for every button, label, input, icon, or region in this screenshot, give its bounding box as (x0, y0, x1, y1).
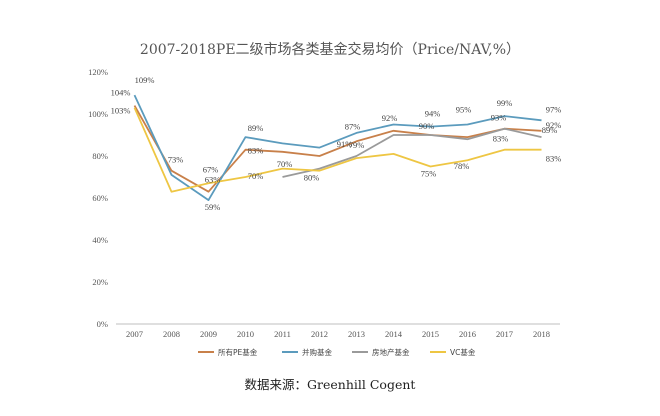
x-tick-label: 2018 (533, 329, 550, 339)
data-label: 63% (205, 175, 221, 185)
data-label: 95% (456, 105, 472, 115)
data-label: 92% (382, 113, 398, 123)
legend-entry: 房地产基金 (372, 347, 410, 357)
data-label: 59% (205, 202, 221, 212)
y-tick-label: 20% (92, 277, 108, 287)
data-labels: 109% 103% 104% 73% 67%63% 59% 89% 83% 70% 70% 80% 9… (111, 75, 562, 212)
data-label: 93% (491, 113, 507, 123)
y-tick-label: 100% (88, 109, 108, 119)
data-label: 92% (546, 120, 562, 130)
data-label: 89% (542, 125, 558, 135)
chart-axes: 0% 20% 40% 60% 80% 100% 120% 2007 2008 2009 2010 20… (88, 67, 560, 339)
series-line-2 (282, 127, 542, 178)
data-label: 94% (425, 109, 441, 119)
x-tick-label: 2017 (496, 329, 513, 339)
data-label: 79% (349, 140, 365, 150)
data-label: 97% (546, 104, 562, 114)
data-label: 83% (546, 154, 562, 164)
source-note: 数据来源：Greenhill Cogent (245, 377, 416, 392)
data-label: 89% (248, 123, 264, 133)
data-label: 91% (337, 139, 353, 149)
series-line-3 (133, 107, 542, 193)
y-tick-label: 120% (88, 67, 108, 77)
data-label: 67% (203, 164, 219, 174)
x-tick-label: 2013 (348, 329, 365, 339)
data-label: 104% (111, 88, 131, 98)
x-tick-label: 2016 (459, 329, 476, 339)
series-line-1 (133, 94, 542, 201)
chart-title: 2007-2018PE二级市场各类基金交易均价（Price/NAV,%） (140, 41, 520, 58)
data-label: 80% (304, 173, 320, 183)
series-line-0 (133, 105, 542, 193)
x-tick-label: 2010 (237, 329, 254, 339)
data-label: 87% (345, 121, 361, 131)
y-tick-label: 60% (92, 193, 108, 203)
x-tick-label: 2009 (200, 329, 217, 339)
data-label: 78% (454, 161, 470, 171)
data-label: 83% (493, 134, 509, 144)
x-tick-label: 2007 (126, 329, 143, 339)
data-label: 99% (497, 98, 513, 108)
legend-entry: 并购基金 (302, 347, 332, 357)
data-label: 75% (421, 169, 437, 179)
y-tick-label: 80% (92, 151, 108, 161)
data-label: 90% (419, 121, 435, 131)
data-label: 73% (168, 155, 184, 165)
x-tick-label: 2008 (163, 329, 180, 339)
legend: 所有PE基金 并购基金 房地产基金 VC基金 (198, 347, 476, 357)
legend-entry: 所有PE基金 (218, 347, 258, 357)
data-label: 70% (277, 159, 293, 169)
legend-entry: VC基金 (450, 347, 476, 357)
x-tick-label: 2012 (311, 329, 328, 339)
data-label: 109% (135, 75, 155, 85)
data-label: 103% (111, 106, 131, 116)
series-layer (133, 94, 542, 201)
x-tick-label: 2011 (274, 329, 291, 339)
x-tick-label: 2015 (422, 329, 439, 339)
x-tick-label: 2014 (385, 329, 403, 339)
data-label: 83% (248, 146, 264, 156)
y-tick-label: 0% (97, 319, 108, 329)
y-tick-label: 40% (92, 235, 108, 245)
data-label: 70% (248, 171, 264, 181)
